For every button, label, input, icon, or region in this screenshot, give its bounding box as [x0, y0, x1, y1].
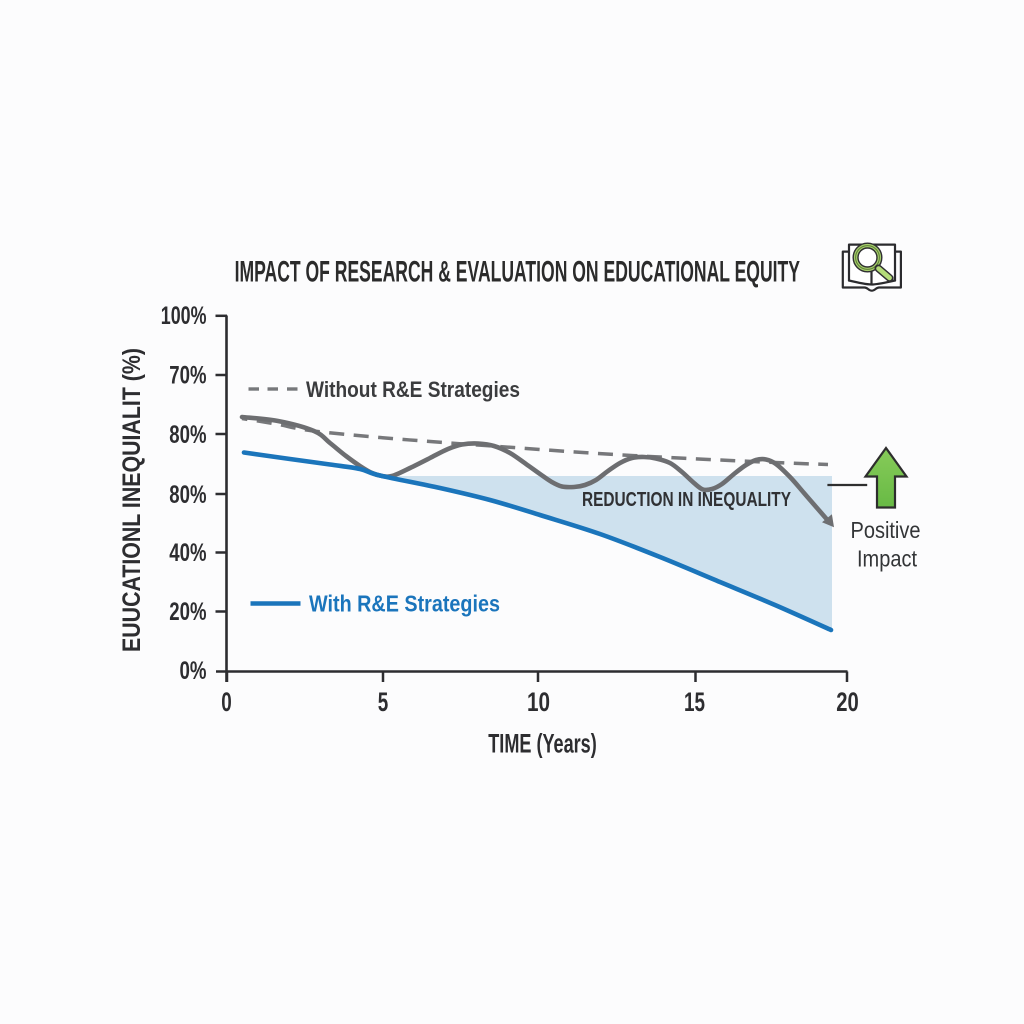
svg-text:REDUCTION IN INEQUALITY: REDUCTION IN INEQUALITY	[582, 488, 791, 511]
svg-text:15: 15	[684, 687, 705, 717]
svg-text:Impact: Impact	[857, 546, 918, 572]
svg-text:80%: 80%	[169, 421, 206, 449]
svg-text:10: 10	[527, 687, 550, 717]
svg-text:With R&E Strategies: With R&E Strategies	[309, 591, 500, 617]
svg-text:0%: 0%	[180, 657, 207, 685]
svg-text:Without R&E Strategies: Without R&E Strategies	[306, 377, 520, 402]
svg-text:TIME (Years): TIME (Years)	[488, 729, 597, 759]
svg-text:100%: 100%	[161, 302, 207, 330]
svg-text:0: 0	[221, 687, 232, 717]
svg-text:EUUCATIONL INEQUIALIT (%): EUUCATIONL INEQUIALIT (%)	[118, 348, 146, 652]
svg-text:20%: 20%	[169, 598, 206, 626]
svg-text:80%: 80%	[169, 481, 206, 509]
svg-text:IMPACT OF RESEARCH & EVALUATIO: IMPACT OF RESEARCH & EVALUATION ON EDUCA…	[235, 255, 800, 288]
svg-text:70%: 70%	[169, 362, 206, 390]
svg-text:Positive: Positive	[851, 517, 921, 543]
svg-text:40%: 40%	[169, 539, 206, 567]
svg-text:5: 5	[378, 687, 389, 717]
svg-text:20: 20	[836, 687, 859, 717]
